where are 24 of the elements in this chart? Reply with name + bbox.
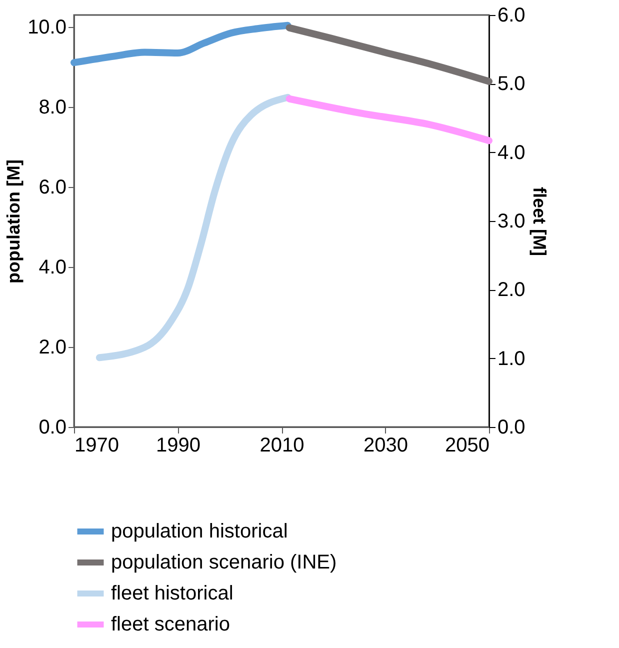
x-tick-label: 1990 bbox=[156, 434, 200, 456]
x-tick-label: 1970 bbox=[74, 434, 119, 456]
y-tick-label: 0.0 bbox=[38, 416, 66, 438]
y-tick-label: 8.0 bbox=[38, 96, 66, 118]
y-tick-label: 2.0 bbox=[38, 336, 66, 358]
y2-tick-label: 3.0 bbox=[498, 210, 526, 232]
x-tick-label: 2050 bbox=[445, 434, 490, 456]
y2-tick-label: 2.0 bbox=[498, 279, 526, 302]
y2-tick-label: 5.0 bbox=[498, 73, 526, 96]
legend-label: fleet scenario bbox=[111, 614, 230, 636]
y2-tick-label: 4.0 bbox=[498, 142, 526, 164]
y2-tick-label: 1.0 bbox=[498, 348, 526, 370]
legend-label: population scenario (INE) bbox=[111, 552, 337, 574]
x-tick-label: 2030 bbox=[364, 434, 408, 456]
y-tick-label: 6.0 bbox=[38, 176, 66, 198]
legend-label: fleet historical bbox=[111, 582, 234, 604]
y-tick-label: 4.0 bbox=[38, 256, 66, 278]
x-tick-label: 2010 bbox=[260, 434, 304, 456]
legend-label: population historical bbox=[111, 520, 288, 542]
y2-tick-label: 0.0 bbox=[498, 416, 526, 438]
y-axis-title: population [M] bbox=[4, 160, 24, 284]
y2-tick-label: 6.0 bbox=[498, 4, 526, 26]
y2-axis-title: fleet [M] bbox=[529, 187, 550, 256]
y-tick-label: 10.0 bbox=[28, 16, 66, 38]
